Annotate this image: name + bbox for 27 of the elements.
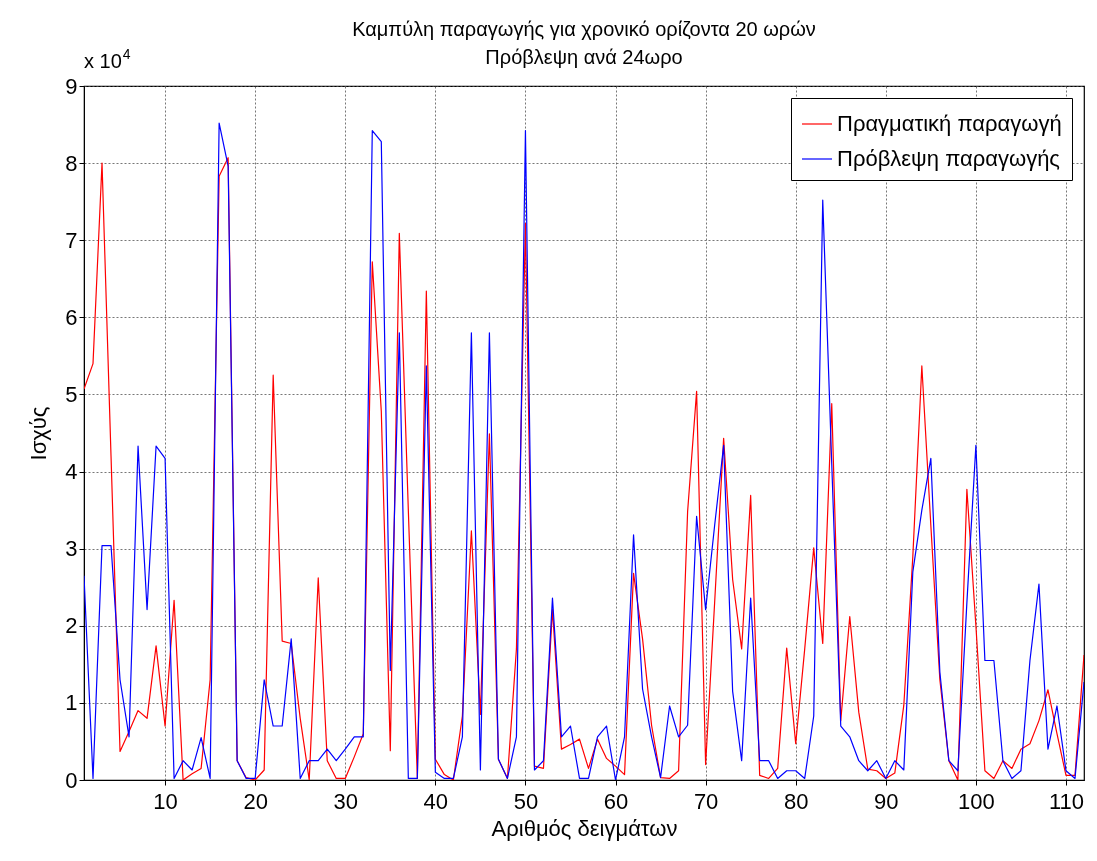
x-tick-label: 30: [333, 788, 358, 814]
y-tick-label: 6: [65, 304, 78, 330]
y-tick-label: 7: [65, 227, 78, 253]
legend-label: Πρόβλεψη παραγωγής: [837, 146, 1060, 171]
chart-title: Καμπύλη παραγωγής για χρονικό ορίζοντα 20 ωρών: [352, 18, 816, 40]
y-tick-label: 8: [65, 150, 78, 176]
y-axis-title: Ισχύς: [26, 406, 52, 461]
y-tick-label: 9: [65, 73, 78, 99]
y-tick-label: 1: [65, 690, 78, 716]
x-tick-label: 100: [958, 788, 995, 814]
y-tick-label: 0: [65, 767, 78, 793]
y-tick-label: 5: [65, 381, 78, 407]
x-tick-label: 60: [603, 788, 629, 814]
chart-subtitle: Πρόβλεψη ανά 24ωρο: [485, 46, 683, 68]
x-tick-label: 20: [243, 788, 268, 814]
x-tick-label: 10: [153, 788, 178, 814]
x-tick-label: 50: [513, 788, 539, 814]
x-tick-label: 110: [1048, 788, 1085, 814]
y-tick-label: 3: [65, 536, 78, 562]
y-tick-label: 2: [65, 613, 78, 639]
y-tick-label: 4: [65, 459, 78, 485]
x-tick-label: 40: [423, 788, 449, 814]
x-axis-title: Αριθμός δειγμάτων: [491, 815, 678, 841]
x-tick-label: 90: [874, 788, 899, 814]
x-tick-label: 70: [693, 788, 719, 814]
x-tick-label: 80: [783, 788, 809, 814]
legend-label: Πραγματική παραγωγή: [837, 111, 1062, 136]
